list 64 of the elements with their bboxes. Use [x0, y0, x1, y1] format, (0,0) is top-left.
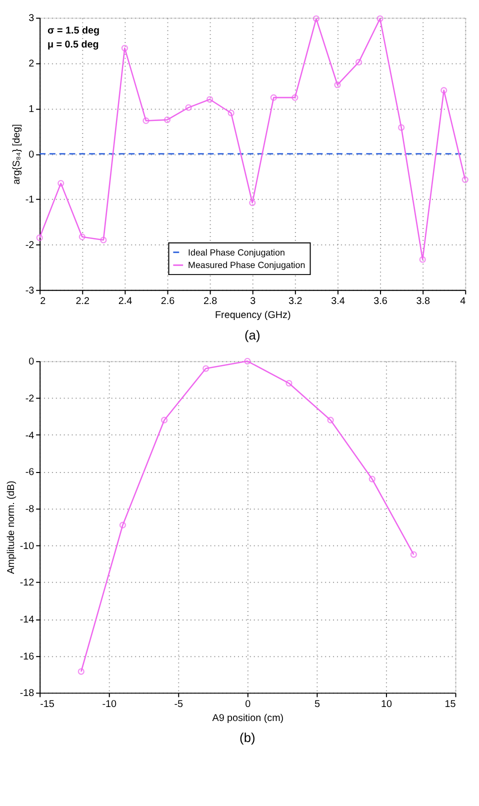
x-tick-label: 2.4	[118, 296, 133, 308]
point	[121, 44, 128, 52]
x-tick-label: 15	[444, 699, 456, 710]
legend-label: Measured Phase Conjugation	[188, 260, 306, 270]
y-tick-label: -10	[20, 540, 35, 552]
x-tick-label: 2.8	[203, 296, 218, 308]
y-tick-label: -18	[20, 688, 35, 700]
point	[312, 15, 320, 22]
y-tick-label: -1	[25, 194, 35, 206]
point	[292, 94, 298, 101]
point	[419, 256, 426, 263]
x-tick-label: 0	[245, 699, 252, 710]
y-tick-label: -2	[25, 393, 34, 404]
y-tick-label: -8	[25, 504, 35, 515]
x-tick-label: 5	[314, 699, 320, 710]
x-tick-label: 2.2	[76, 296, 90, 308]
point	[164, 116, 171, 124]
y-tick-label: 0	[28, 356, 35, 368]
point	[78, 234, 86, 240]
y-axis-title: Amplitude norm. (dB)	[6, 480, 17, 574]
y-tick-label: 2	[28, 58, 34, 70]
y-tick-label: -2	[25, 240, 34, 252]
y-tick-label: -16	[20, 651, 35, 662]
x-tick-label: 3.4	[331, 296, 346, 308]
annotation: μ = 0.5 deg	[48, 39, 99, 50]
x-tick-label: 2	[40, 296, 46, 308]
y-tick-label: -4	[25, 430, 35, 442]
x-tick-label: -5	[174, 699, 184, 710]
y-axis-title: arg{S₈₄} [deg]	[11, 124, 22, 184]
point	[270, 94, 277, 101]
point	[100, 236, 107, 244]
x-tick-label: 3.6	[374, 296, 388, 308]
y-tick-label: -12	[20, 578, 34, 589]
point	[355, 58, 362, 66]
point	[334, 82, 341, 88]
x-axis-title: A9 position (cm)	[212, 712, 284, 724]
y-tick-label: -14	[20, 614, 35, 626]
x-tick-label: 2.6	[160, 296, 176, 308]
x-tick-label: 10	[380, 699, 392, 710]
x-tick-label: 4	[460, 296, 466, 308]
y-tick-label: -3	[25, 285, 35, 296]
x-tick-label: -10	[102, 699, 117, 710]
x-tick-label: 3.2	[288, 296, 302, 308]
annotation: σ = 1.5 deg	[48, 26, 100, 37]
y-tick-label: 1	[28, 104, 35, 115]
point	[376, 15, 384, 22]
point	[58, 180, 64, 187]
text: (b)	[240, 730, 256, 746]
x-tick-label: 3	[250, 296, 256, 308]
point	[249, 200, 256, 206]
y-tick-label: -6	[25, 467, 35, 478]
x-axis-title: Frequency (GHz)	[214, 310, 291, 322]
legend-label: Ideal Phase Conjugation	[188, 247, 285, 258]
point	[185, 104, 192, 111]
x-tick-label: -15	[40, 699, 55, 710]
point	[142, 117, 150, 124]
point	[206, 96, 214, 103]
y-tick-label: 3	[28, 13, 35, 24]
text: (a)	[244, 327, 260, 342]
x-tick-label: 3.8	[416, 296, 430, 308]
point	[398, 124, 405, 131]
y-tick-label: 0	[28, 149, 35, 160]
point	[228, 110, 234, 116]
point	[440, 87, 448, 94]
